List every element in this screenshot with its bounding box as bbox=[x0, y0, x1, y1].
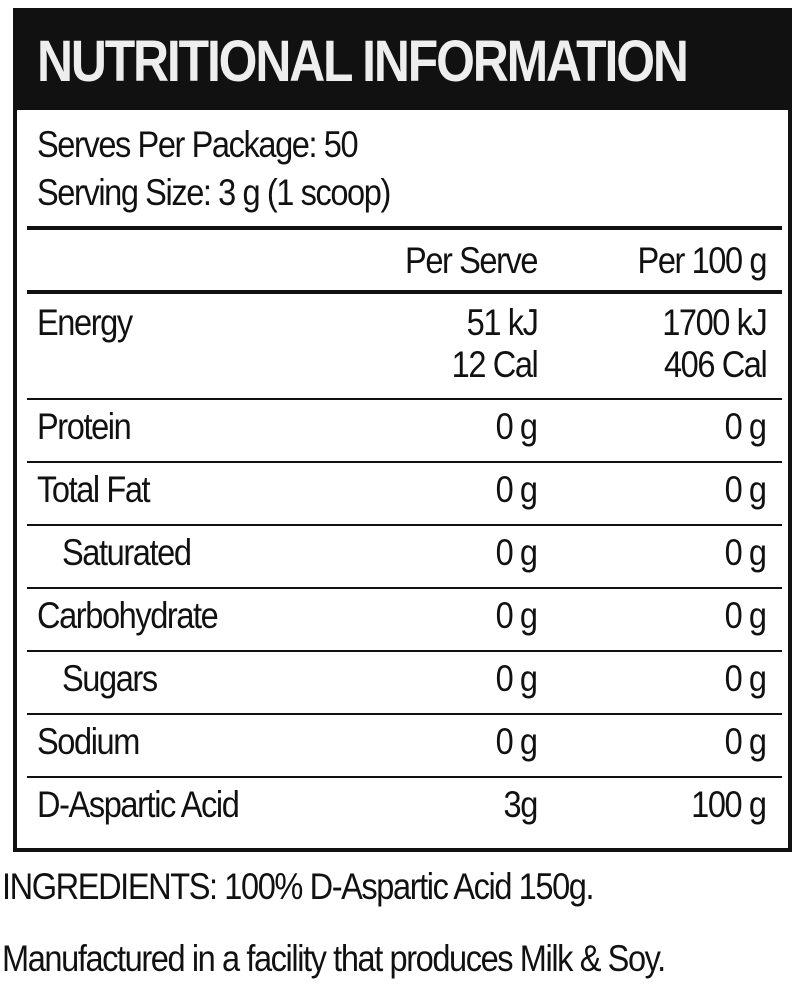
per-serve-value: 0 g bbox=[495, 469, 538, 510]
row-divider bbox=[27, 524, 782, 526]
per-100g-value: 0 g bbox=[724, 406, 767, 447]
row-divider bbox=[27, 587, 782, 589]
per-100g-value: 406 Cal bbox=[663, 344, 768, 385]
per-serve-value: 0 g bbox=[495, 406, 538, 447]
row-divider bbox=[27, 776, 782, 778]
nutrient-name: Total Fat bbox=[37, 469, 151, 510]
nutrient-name: Sugars bbox=[62, 658, 158, 699]
per-100g-value: 0 g bbox=[724, 469, 767, 510]
divider bbox=[27, 226, 782, 230]
per-serve-value: 0 g bbox=[495, 532, 538, 573]
per-100g-value: 0 g bbox=[724, 532, 767, 573]
panel-title: NUTRITIONAL INFORMATION bbox=[37, 29, 689, 94]
nutrition-panel: NUTRITIONAL INFORMATION Serves Per Packa… bbox=[13, 8, 792, 852]
per-serve-value: 51 kJ bbox=[466, 302, 538, 343]
ingredients: INGREDIENTS: 100% D-Aspartic Acid 150g. bbox=[2, 866, 595, 907]
row-divider bbox=[27, 650, 782, 652]
per-100g-value: 1700 kJ bbox=[661, 302, 768, 343]
nutrient-name: Protein bbox=[37, 406, 132, 447]
per-serve-value: 3g bbox=[503, 784, 539, 825]
per-serve-value: 0 g bbox=[495, 658, 538, 699]
col-header-per-serve: Per Serve bbox=[404, 240, 539, 281]
allergen-statement: Manufactured in a facility that produces… bbox=[2, 938, 666, 979]
row-divider bbox=[27, 713, 782, 715]
row-divider bbox=[27, 398, 782, 400]
per-100g-value: 100 g bbox=[691, 784, 768, 825]
serves-per-package: Serves Per Package: 50 bbox=[37, 124, 359, 165]
nutrient-name: Carbohydrate bbox=[37, 595, 219, 636]
serving-size: Serving Size: 3 g (1 scoop) bbox=[37, 172, 391, 213]
nutrient-name: Sodium bbox=[37, 721, 140, 762]
per-serve-value: 0 g bbox=[495, 595, 538, 636]
divider bbox=[27, 290, 782, 294]
per-100g-value: 0 g bbox=[724, 595, 767, 636]
nutrient-name: Energy bbox=[37, 302, 133, 343]
per-100g-value: 0 g bbox=[724, 658, 767, 699]
per-serve-value: 12 Cal bbox=[451, 344, 538, 385]
nutrient-name: Saturated bbox=[62, 532, 192, 573]
nutrient-name: D-Aspartic Acid bbox=[37, 784, 240, 825]
panel-header: NUTRITIONAL INFORMATION bbox=[17, 12, 788, 110]
row-divider bbox=[27, 461, 782, 463]
per-serve-value: 0 g bbox=[495, 721, 538, 762]
per-100g-value: 0 g bbox=[724, 721, 767, 762]
col-header-per-100g: Per 100 g bbox=[637, 240, 767, 281]
